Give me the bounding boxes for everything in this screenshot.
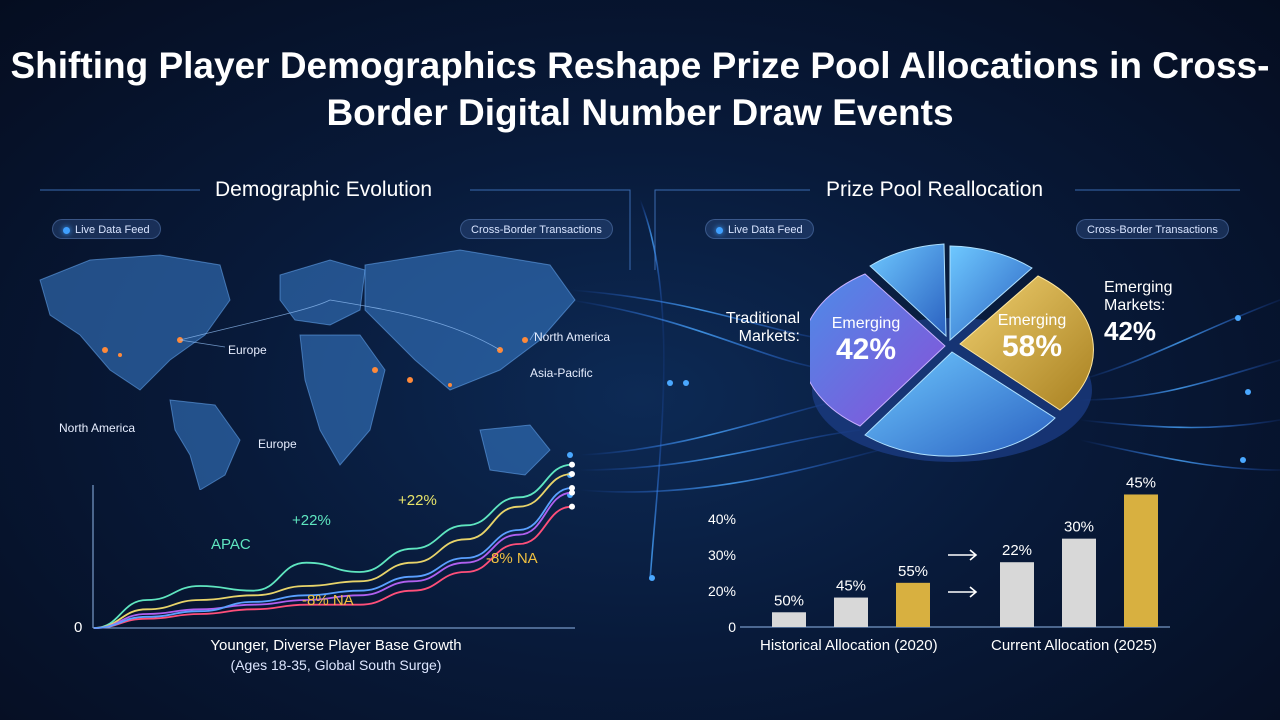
bar-label-0-2: 55% xyxy=(898,563,928,580)
pie-slice-blue-bottom xyxy=(864,351,1056,457)
live-dot-icon xyxy=(716,226,723,234)
bar-label-1-0: 22% xyxy=(1002,542,1032,559)
emerging-markets-label: Emerging Markets: 42% xyxy=(1104,279,1172,347)
south-america-landmass xyxy=(169,399,241,490)
emerging-label-line1: Emerging xyxy=(1104,279,1173,296)
annotation-minus8-a: -8% NA xyxy=(486,550,538,567)
pie-slice-value-42: 42% xyxy=(835,333,897,366)
pie-slice-label-58: Emerging xyxy=(997,312,1067,329)
line-endpoint-3 xyxy=(569,503,575,510)
pie-slice-value-58: 58% xyxy=(1001,330,1063,363)
line-endpoint-0 xyxy=(569,461,575,468)
bar-1-0 xyxy=(1000,562,1034,627)
bar-group-label-historical: Historical Allocation (2020) xyxy=(760,637,938,654)
pill-label: Live Data Feed xyxy=(75,224,150,236)
traditional-markets-label: Traditional Markets: xyxy=(700,310,800,346)
pie-slice-emerging-42 xyxy=(810,273,946,427)
pie-slice-blue-top xyxy=(949,245,1033,342)
europe-landmass xyxy=(279,259,366,326)
pie-slice-label-42: Emerging xyxy=(831,315,901,332)
live-data-feed-pill-left[interactable]: Live Data Feed xyxy=(52,219,161,239)
prize-pool-heading: Prize Pool Reallocation xyxy=(826,178,1044,201)
traditional-label-line2: Markets: xyxy=(738,328,800,345)
bar-y-tick-40: 40% xyxy=(707,511,736,527)
bar-label-0-1: 45% xyxy=(836,578,866,595)
page-title: Shifting Player Demographics Reshape Pri… xyxy=(10,45,1270,133)
bar-label-1-2: 45% xyxy=(1126,474,1156,491)
asia-landmass xyxy=(364,249,576,391)
bar-y-tick-20: 20% xyxy=(707,583,736,599)
map-label-europe-south: Europe xyxy=(258,437,297,451)
caption-line-1: Younger, Diverse Player Base Growth xyxy=(210,637,462,654)
bar-group-label-current: Current Allocation (2025) xyxy=(991,637,1157,654)
line-series-0 xyxy=(93,463,573,629)
live-dot-icon xyxy=(63,226,70,234)
line-endpoint-1 xyxy=(569,471,575,477)
annotation-minus8-b: -8% NA xyxy=(302,592,354,609)
annotation-plus22-a: +22% xyxy=(292,512,331,529)
prize-pool-pie-chart xyxy=(810,243,1094,462)
minus8-value-b: -8% NA xyxy=(302,592,354,609)
traditional-label-line1: Traditional xyxy=(725,310,800,327)
cross-border-pill-left[interactable]: Cross-Border Transactions xyxy=(460,219,613,239)
pie-label-58: Emerging 58% xyxy=(992,312,1072,364)
line-series-1 xyxy=(93,473,573,629)
line-series-2 xyxy=(93,491,573,629)
demographic-evolution-heading: Demographic Evolution xyxy=(215,178,433,201)
world-map xyxy=(39,249,576,490)
bar-1-1 xyxy=(1062,538,1096,627)
australia-landmass xyxy=(479,424,551,476)
emerging-label-line2: Markets: xyxy=(1104,297,1166,314)
arrow-icon xyxy=(948,549,978,598)
pie-slice-blue-left xyxy=(869,243,947,338)
caption-line-2: (Ages 18-35, Global South Surge) xyxy=(230,657,442,673)
annotation-plus22-b: +22% xyxy=(398,492,437,509)
bar-label-1-1: 30% xyxy=(1064,519,1094,536)
bar-0-0 xyxy=(772,612,806,627)
africa-landmass xyxy=(299,334,386,466)
map-label-north-america-east: North America xyxy=(534,330,611,344)
bar-1-2 xyxy=(1124,494,1158,627)
bar-0-1 xyxy=(834,597,868,627)
allocation-bar-chart: 50% 45% 55% 22% 30% 45% xyxy=(740,474,1170,628)
line-series-4 xyxy=(93,487,573,629)
pie-slice-emerging-58 xyxy=(959,275,1094,411)
map-label-asia-pacific: Asia-Pacific xyxy=(530,366,593,380)
minus8-value-a: -8% NA xyxy=(486,550,538,567)
map-label-europe: Europe xyxy=(228,343,267,357)
growth-line-chart xyxy=(92,461,575,629)
pie-label-42: Emerging 42% xyxy=(826,315,906,367)
cross-border-pill-right[interactable]: Cross-Border Transactions xyxy=(1076,219,1229,239)
line-endpoint-4 xyxy=(569,485,575,491)
line-endpoint-2 xyxy=(569,489,575,496)
line-y-tick-0: 0 xyxy=(74,619,83,636)
north-america-landmass xyxy=(39,254,231,391)
emerging-markets-value: 42% xyxy=(1104,316,1157,346)
pill-label: Live Data Feed xyxy=(728,224,803,236)
live-data-feed-pill-right[interactable]: Live Data Feed xyxy=(705,219,814,239)
line-series-3 xyxy=(93,505,573,629)
bar-label-0-0: 50% xyxy=(774,592,804,609)
map-label-north-america-west: North America xyxy=(59,421,136,435)
bar-y-tick-30: 30% xyxy=(707,547,736,563)
annotation-apac: APAC xyxy=(211,536,251,553)
bar-y-tick-0: 0 xyxy=(728,619,736,635)
bar-0-2 xyxy=(896,582,930,627)
